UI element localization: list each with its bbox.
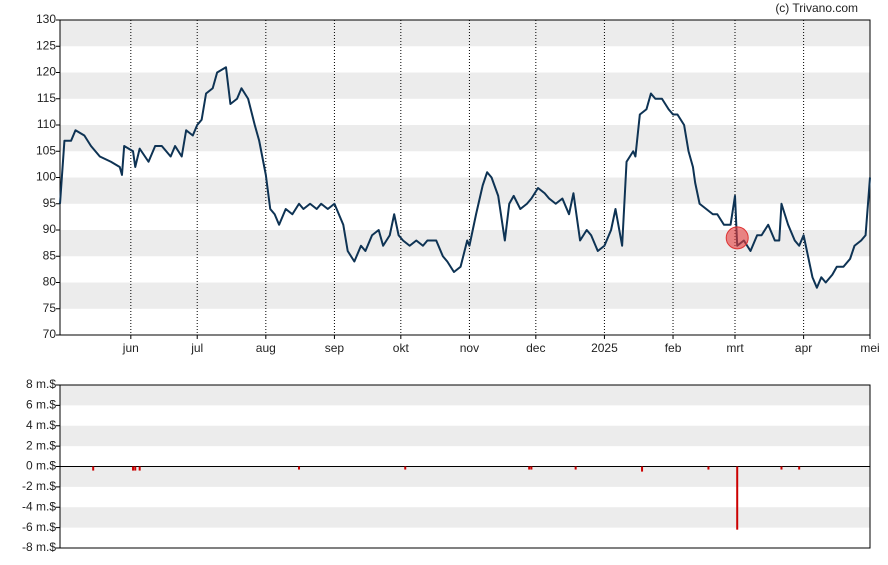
y-tick-label: 0 m.$: [26, 459, 56, 473]
y-tick-label: -2 m.$: [22, 479, 56, 493]
grid-band: [60, 385, 870, 406]
x-tick-label: sep: [325, 341, 345, 355]
x-tick-label: aug: [256, 341, 276, 355]
y-tick-label: 120: [36, 65, 56, 79]
bar: [736, 466, 739, 530]
bar: [138, 466, 141, 471]
x-tick-label: jul: [190, 341, 203, 355]
y-tick-label: 4 m.$: [26, 418, 56, 432]
y-tick-label: 115: [37, 91, 56, 105]
y-tick-label: -8 m.$: [22, 540, 56, 554]
credit: (c) Trivano.com: [775, 1, 858, 15]
grid-band: [60, 425, 870, 447]
x-tick-label: nov: [460, 341, 479, 355]
x-tick-label: mei: [860, 341, 879, 355]
y-tick-label: 85: [43, 248, 57, 262]
bar: [798, 466, 801, 470]
bar: [298, 466, 301, 470]
grid-band: [60, 125, 870, 152]
x-tick-label: 2025: [591, 341, 618, 355]
grid-band: [60, 466, 870, 487]
y-tick-label: 70: [43, 327, 57, 341]
highlight-marker: [725, 226, 749, 250]
grid-band: [60, 507, 870, 528]
bar: [641, 466, 644, 472]
bar: [132, 466, 135, 471]
x-tick-label: okt: [393, 341, 410, 355]
y-tick-label: 8 m.$: [26, 377, 56, 391]
y-tick-label: 95: [43, 196, 57, 210]
bar: [530, 466, 533, 470]
bar: [707, 466, 710, 470]
y-tick-label: 105: [36, 143, 56, 157]
y-tick-label: -4 m.$: [22, 499, 56, 513]
bar: [780, 466, 783, 470]
x-tick-label: mrt: [726, 341, 744, 355]
grid-band: [60, 72, 870, 99]
bar: [134, 466, 137, 471]
bar: [404, 466, 407, 470]
y-tick-label: 6 m.$: [26, 398, 56, 412]
y-tick-label: -6 m.$: [22, 520, 56, 534]
x-tick-label: jun: [122, 341, 139, 355]
grid-band: [60, 20, 870, 47]
y-tick-label: 2 m.$: [26, 438, 56, 452]
bar: [574, 466, 577, 470]
bar: [528, 466, 531, 470]
grid-band: [60, 177, 870, 204]
y-tick-label: 80: [43, 275, 57, 289]
y-tick-label: 75: [43, 301, 57, 315]
grid-band: [60, 282, 870, 309]
y-tick-label: 100: [36, 170, 56, 184]
x-tick-label: dec: [526, 341, 545, 355]
y-tick-label: 130: [36, 12, 56, 26]
x-tick-label: apr: [795, 341, 812, 355]
x-tick-label: feb: [665, 341, 682, 355]
bar: [92, 466, 95, 471]
y-tick-label: 125: [36, 38, 56, 52]
y-tick-label: 110: [37, 117, 56, 131]
y-tick-label: 90: [43, 222, 57, 236]
